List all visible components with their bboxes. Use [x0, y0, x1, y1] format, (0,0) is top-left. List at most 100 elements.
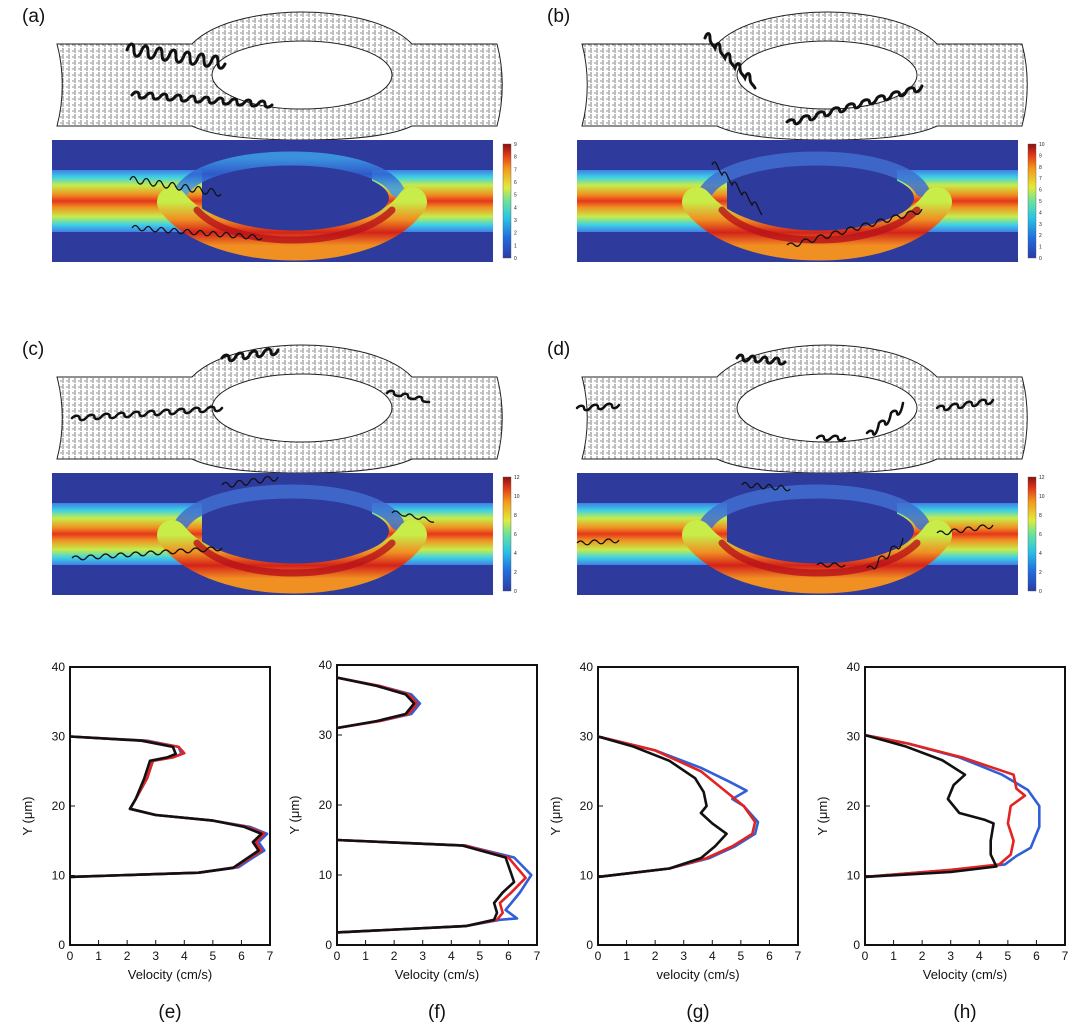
y-tick-label: 10	[319, 868, 333, 882]
y-tick-label: 20	[52, 799, 66, 813]
panel-label: (a)	[22, 6, 45, 27]
colorbar-tick-label: 8	[514, 155, 517, 161]
heatmap-upper-branch	[700, 484, 929, 530]
series-line-blue	[336, 838, 533, 934]
y-tick-label: 20	[580, 799, 594, 813]
x-tick-label: 3	[419, 949, 426, 963]
series-line-black	[336, 676, 416, 730]
y-tick-label: 40	[580, 660, 594, 674]
colorbar-tick-label: 6	[1039, 532, 1042, 538]
colorbar-tick-label: 4	[514, 551, 517, 557]
red-blood-cell-outline	[936, 524, 994, 536]
red-blood-cell-chain	[220, 347, 280, 363]
heatmap-lower-branch	[682, 187, 952, 261]
red-blood-cell-outline	[866, 537, 904, 570]
colorbar-tick-label: 8	[1039, 513, 1042, 519]
x-tick-label: 4	[976, 949, 983, 963]
series-line-black	[336, 838, 516, 934]
red-blood-cell-outline	[711, 161, 763, 216]
colorbar-tick-label: 0	[1039, 589, 1042, 595]
colorbar	[1027, 143, 1037, 259]
red-blood-cell-chain	[703, 32, 757, 90]
x-tick-label: 7	[534, 949, 541, 963]
colorbar-tick-label: 0	[514, 589, 517, 595]
red-blood-cell-outline	[71, 546, 223, 561]
x-tick-label: 7	[795, 949, 802, 963]
x-tick-label: 7	[1062, 949, 1069, 963]
velocity-profile-chart-3: 0 1 2 3 4 5 6 7 0 10 20 30 40 Velocity (cm/s) Y (μm) (h…	[815, 660, 1069, 1023]
colorbar-tick-label: 2	[1039, 233, 1042, 239]
x-tick-label: 2	[391, 949, 398, 963]
red-blood-cell-chain	[815, 434, 847, 442]
channel-obstacle	[736, 373, 918, 443]
x-tick-label: 6	[505, 949, 512, 963]
x-tick-label: 4	[709, 949, 716, 963]
panel-d: (d) 12 10 8 6 4 2 0	[547, 339, 1045, 595]
heatmap-obstacle	[205, 501, 389, 561]
heatmap-upper-branch	[700, 151, 929, 197]
y-tick-label: 10	[52, 869, 66, 883]
red-blood-cell-chain	[70, 405, 224, 422]
panel-label: (g)	[686, 1002, 709, 1023]
colorbar-tick-label: 12	[514, 475, 520, 481]
y-axis-label: Y (μm)	[548, 796, 563, 835]
channel-obstacle	[736, 40, 918, 110]
heatmap-max-velocity	[193, 206, 396, 244]
x-tick-label: 0	[595, 949, 602, 963]
x-tick-label: 6	[766, 949, 773, 963]
y-tick-label: 30	[847, 730, 861, 744]
x-axis-label: Velocity (cm/s)	[128, 967, 213, 982]
red-blood-cell-outline	[786, 208, 923, 247]
series-line-blue	[597, 735, 760, 879]
red-blood-cell-chain	[385, 389, 431, 404]
colorbar-tick-label: 4	[1039, 210, 1042, 216]
y-tick-label: 30	[52, 730, 66, 744]
red-blood-cell-outline	[221, 475, 279, 488]
heatmap-lower-branch	[157, 187, 427, 261]
colorbar-tick-label: 12	[1039, 475, 1045, 481]
x-tick-label: 3	[947, 949, 954, 963]
colorbar-tick-label: 4	[1039, 551, 1042, 557]
panel-label: (c)	[22, 339, 44, 360]
panel-label: (f)	[428, 1002, 446, 1023]
colorbar-tick-label: 8	[1039, 165, 1042, 171]
x-tick-label: 3	[152, 949, 159, 963]
plot-frame	[597, 666, 799, 946]
heatmap-cells	[129, 175, 263, 241]
red-blood-cell-chain	[125, 42, 227, 70]
heatmap-cells	[711, 161, 923, 247]
heatmap-upper-branch	[175, 484, 404, 530]
x-tick-label: 4	[448, 949, 455, 963]
colorbar-tick-label: 6	[514, 180, 517, 186]
colorbar-tick-label: 3	[514, 218, 517, 224]
plot-frame	[336, 664, 538, 946]
y-tick-label: 20	[319, 798, 333, 812]
x-tick-label: 0	[862, 949, 869, 963]
x-tick-label: 6	[1033, 949, 1040, 963]
heatmap-lower-branch	[682, 520, 952, 594]
x-tick-label: 1	[362, 949, 369, 963]
y-axis-label: Y (μm)	[20, 796, 35, 835]
x-tick-label: 1	[890, 949, 897, 963]
velocity-profile-chart-2: 0 1 2 3 4 5 6 7 0 10 20 30 40 velocity (cm/s) Y (μm) (g…	[548, 660, 802, 1023]
heatmap-obstacle	[730, 501, 914, 561]
red-blood-cell-chain	[735, 353, 787, 366]
colorbar	[1027, 476, 1037, 592]
red-blood-cell-chain	[130, 90, 274, 109]
series-line-red	[864, 733, 1027, 879]
heatmap-upper-branch	[175, 151, 404, 197]
x-tick-label: 5	[738, 949, 745, 963]
x-tick-label: 2	[124, 949, 131, 963]
x-axis-label: Velocity (cm/s)	[923, 967, 1008, 982]
colorbar-tick-label: 6	[1039, 188, 1042, 194]
red-blood-cell-outline	[816, 562, 846, 568]
y-tick-label: 30	[319, 728, 333, 742]
y-tick-label: 40	[52, 660, 66, 674]
colorbar-tick-label: 9	[514, 142, 517, 148]
y-tick-label: 30	[580, 730, 594, 744]
x-tick-label: 1	[623, 949, 630, 963]
velocity-profile-chart-1: 0 1 2 3 4 5 6 7 0 10 20 30 40 Velocity (cm/s) Y (μm) (f…	[287, 658, 541, 1023]
y-tick-label: 40	[847, 660, 861, 674]
colorbar	[502, 476, 512, 592]
x-tick-label: 2	[919, 949, 926, 963]
